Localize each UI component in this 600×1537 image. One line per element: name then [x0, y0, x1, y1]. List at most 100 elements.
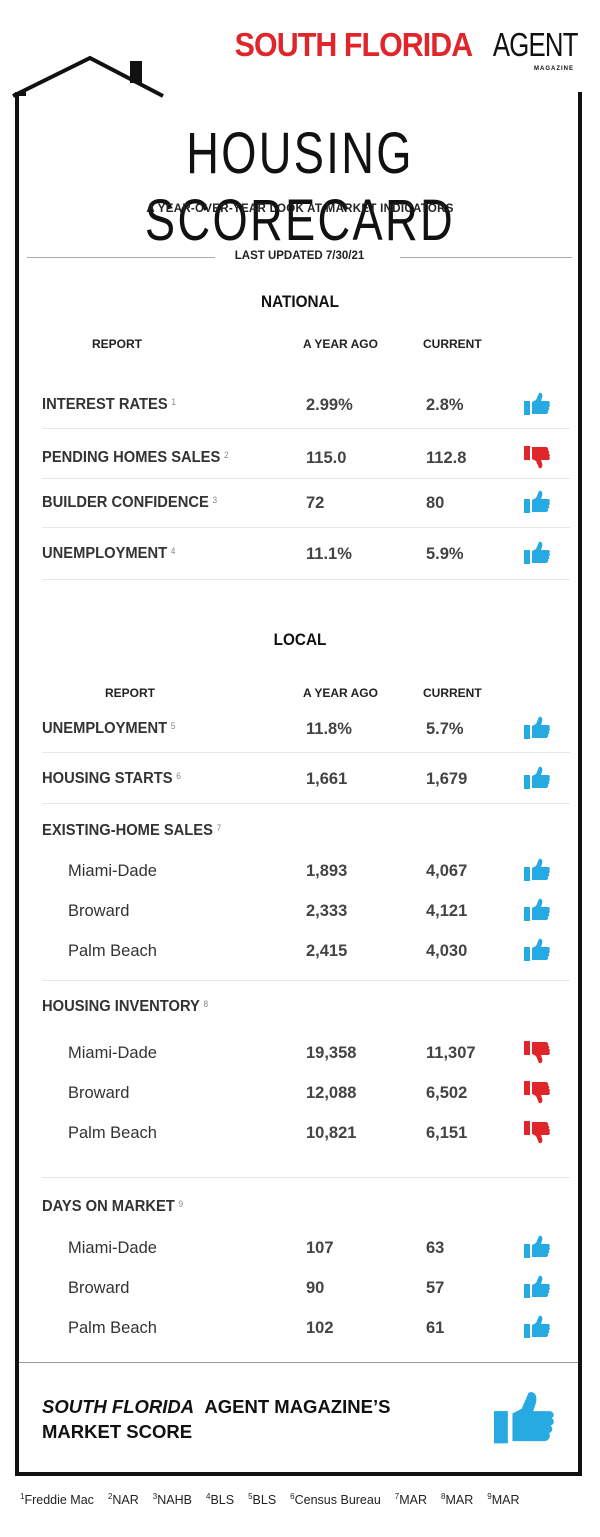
col-header-report: REPORT — [92, 337, 143, 351]
row-divider — [42, 1177, 570, 1178]
market-score-rest: AGENT MAGAZINE’S — [204, 1396, 391, 1417]
footnote-number: 2 — [107, 1492, 113, 1501]
county-label: Miami-Dade — [68, 1239, 157, 1257]
thumbs-up-icon — [523, 489, 551, 515]
group-label: HOUSING INVENTORY 8 — [42, 998, 208, 1016]
footnote-source: Freddie Mac — [24, 1493, 94, 1508]
section-title-local: LOCAL — [273, 630, 327, 649]
year-ago-value: 2,333 — [306, 902, 348, 920]
page-title: HOUSING SCORECARD — [144, 121, 456, 253]
thumbs-up-icon — [523, 540, 551, 566]
footnote-ref: 1 — [171, 397, 176, 407]
year-ago-value: 10,821 — [306, 1124, 357, 1142]
national-row-label: UNEMPLOYMENT 4 — [42, 545, 175, 563]
year-ago-value: 11.1% — [306, 545, 352, 563]
county-label: Palm Beach — [68, 1319, 157, 1337]
group-label: EXISTING-HOME SALES 7 — [42, 822, 221, 840]
group-label-text: DAYS ON MARKET — [42, 1198, 175, 1215]
county-label: Miami-Dade — [68, 1044, 157, 1062]
group-label-text: EXISTING-HOME SALES — [42, 822, 213, 839]
current-value: 5.7% — [426, 720, 464, 738]
national-row-label: INTEREST RATES 1 — [42, 396, 176, 414]
section-title-national: NATIONAL — [261, 292, 339, 311]
thumbs-up-icon — [523, 857, 551, 883]
year-ago-value: 115.0 — [306, 449, 347, 467]
current-value: 1,679 — [426, 770, 468, 788]
county-label: Broward — [68, 902, 130, 920]
divider — [27, 257, 215, 258]
local-row-label-text: UNEMPLOYMENT — [42, 720, 168, 737]
brand-sub: MAGAZINE — [534, 66, 574, 72]
local-row-label: HOUSING STARTS 6 — [42, 770, 181, 788]
footnote-source: NAR — [112, 1493, 139, 1508]
footnote-item: 5BLS — [248, 1492, 276, 1507]
county-label: Broward — [68, 1084, 130, 1102]
footnote-number: 8 — [441, 1492, 446, 1501]
footnote-source: MAR — [491, 1493, 520, 1508]
year-ago-value: 102 — [306, 1319, 334, 1337]
row-divider — [42, 527, 570, 528]
footnote-ref: 5 — [170, 721, 176, 731]
group-label: DAYS ON MARKET 9 — [42, 1198, 183, 1216]
year-ago-value: 2,415 — [306, 942, 348, 960]
current-value: 4,030 — [426, 942, 468, 960]
footnote-item: 9MAR — [487, 1492, 520, 1508]
footnote-source: MAR — [445, 1493, 474, 1508]
market-score-label: MARKET SCORE — [42, 1421, 193, 1442]
county-label: Palm Beach — [68, 1124, 157, 1142]
thumbs-up-icon — [523, 937, 551, 963]
footnote-number: 3 — [152, 1492, 158, 1501]
current-value: 61 — [426, 1319, 445, 1337]
last-updated-text: LAST UPDATED 7/30/21 — [234, 250, 365, 262]
thumbs-up-icon — [523, 391, 551, 417]
thumbs-up-icon — [523, 1274, 551, 1300]
year-ago-value: 12,088 — [306, 1084, 357, 1102]
thumbs-up-icon — [523, 765, 551, 791]
house-roof-icon — [12, 55, 164, 98]
footnote-ref: 7 — [216, 823, 222, 833]
row-divider — [42, 980, 570, 981]
current-value: 4,067 — [426, 862, 468, 880]
brand-logo: SOUTH FLORIDA AGENT MAGAZINE — [198, 26, 578, 76]
year-ago-value: 2.99% — [306, 396, 353, 414]
thumbs-down-icon — [523, 1079, 551, 1105]
footnote-item: 8MAR — [441, 1492, 474, 1508]
year-ago-value: 90 — [306, 1279, 325, 1297]
col-header-year-ago: A YEAR AGO — [303, 337, 378, 351]
thumbs-up-icon — [523, 1234, 551, 1260]
row-divider — [42, 752, 570, 753]
current-value: 80 — [426, 494, 445, 512]
group-label-text: HOUSING INVENTORY — [42, 998, 200, 1015]
current-value: 112.8 — [426, 449, 467, 467]
footnote-item: 2NAR — [107, 1492, 139, 1508]
current-value: 63 — [426, 1239, 445, 1257]
footnote-number: 1 — [20, 1492, 25, 1501]
year-ago-value: 1,893 — [306, 862, 348, 880]
thumbs-down-icon — [523, 444, 551, 470]
row-divider — [42, 478, 570, 479]
national-row-label-text: BUILDER CONFIDENCE — [42, 494, 209, 511]
current-value: 5.9% — [426, 545, 464, 563]
thumbs-down-icon — [523, 1119, 551, 1145]
year-ago-value: 72 — [306, 494, 325, 512]
col-header-report: REPORT — [105, 686, 156, 700]
current-value: 6,151 — [426, 1124, 468, 1142]
footnote-ref: 8 — [203, 999, 209, 1009]
market-score-title: SOUTH FLORIDA AGENT MAGAZINE’S — [42, 1396, 390, 1418]
divider — [400, 257, 572, 258]
current-value: 57 — [426, 1279, 445, 1297]
row-divider — [42, 428, 570, 429]
footnote-item: 1Freddie Mac — [20, 1492, 94, 1508]
footnote-number: 5 — [248, 1492, 253, 1501]
local-row-label: UNEMPLOYMENT 5 — [42, 720, 175, 738]
footnote-item: 4BLS — [206, 1492, 234, 1507]
brand-name-black: AGENT — [493, 26, 579, 63]
local-row-label-text: HOUSING STARTS — [42, 770, 173, 787]
year-ago-value: 1,661 — [306, 770, 348, 788]
last-updated: LAST UPDATED 7/30/21 — [27, 250, 572, 264]
footnote-item: 3NAHB — [152, 1492, 192, 1507]
thumbs-up-icon — [523, 897, 551, 923]
footnote-ref: 6 — [176, 771, 181, 781]
row-divider — [42, 803, 570, 804]
footnote-source: MAR — [399, 1493, 428, 1508]
